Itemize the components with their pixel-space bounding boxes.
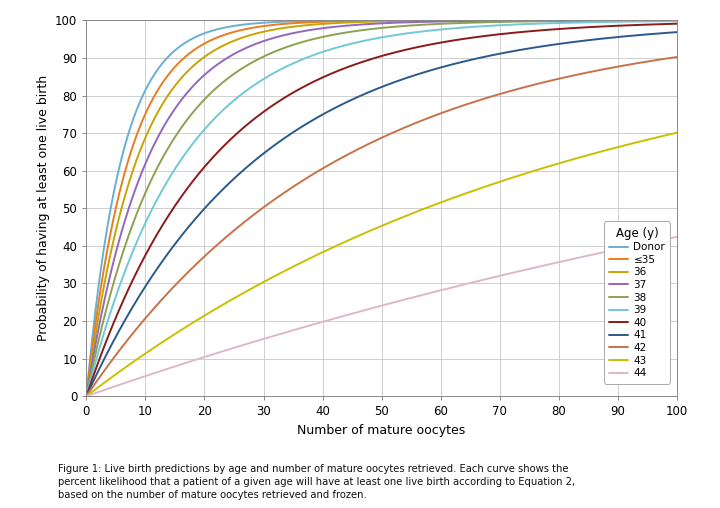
X-axis label: Number of mature oocytes: Number of mature oocytes [297,424,466,437]
Y-axis label: Probability of having at least one live birth: Probability of having at least one live … [37,75,50,341]
Legend: Donor, ≤35, 36, 37, 38, 39, 40, 41, 42, 43, 44: Donor, ≤35, 36, 37, 38, 39, 40, 41, 42, … [604,221,670,384]
Text: Figure 1: Live birth predictions by age and number of mature oocytes retrieved. : Figure 1: Live birth predictions by age … [58,464,575,500]
